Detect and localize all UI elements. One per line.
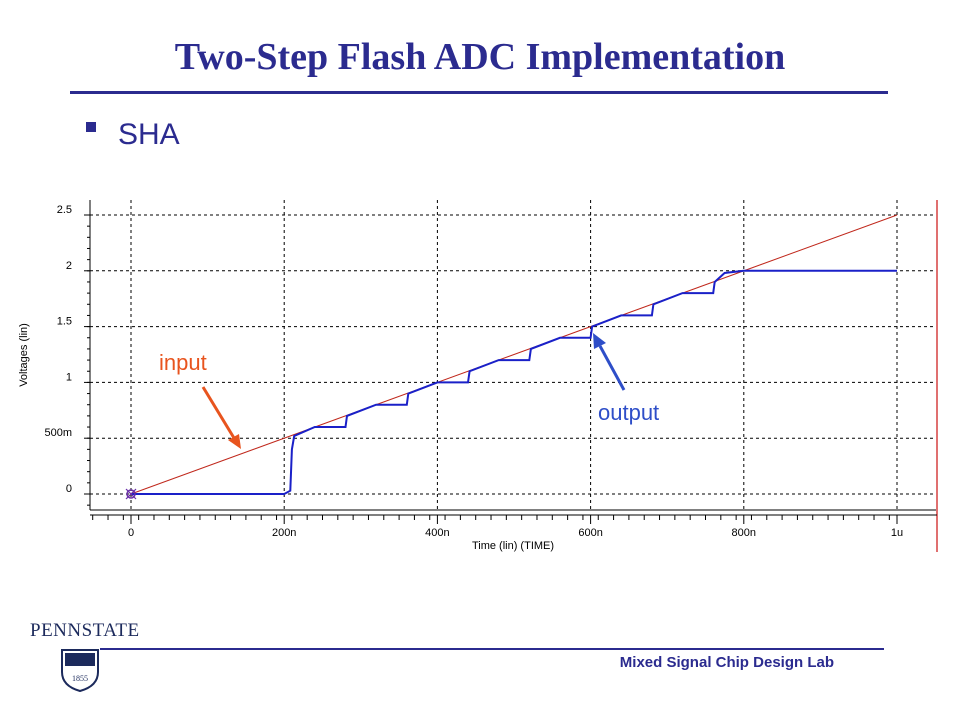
y-tick-label: 500m: [44, 427, 72, 439]
start-marker-cross: [125, 488, 137, 500]
footer-lab-name: Mixed Signal Chip Design Lab: [619, 654, 834, 671]
bullet-square-icon: [86, 122, 96, 132]
x-tick-label: 800n: [732, 527, 756, 539]
pennstate-logo-wordmark: PENNSTATE: [30, 620, 140, 641]
input-arrow-line: [201, 386, 236, 439]
input-arrow-head: [228, 434, 241, 449]
x-tick-label: 400n: [425, 527, 449, 539]
series-layer: [125, 214, 898, 500]
output-arrow-line: [598, 345, 626, 391]
x-axis-label: Time (lin) (TIME): [472, 540, 554, 552]
footer-divider: [100, 648, 884, 650]
x-tick-label: 600n: [578, 527, 602, 539]
bullet-text: SHA: [118, 118, 180, 151]
x-tick-label: 0: [128, 527, 134, 539]
output-arrow-head: [593, 333, 606, 349]
y-tick-label: 0: [66, 483, 72, 495]
annotation-arrows: [201, 333, 626, 449]
slide-title: Two-Step Flash ADC Implementation: [174, 36, 786, 78]
series-line-input: [130, 214, 898, 495]
pennstate-logo-text: PENNSTATE: [30, 620, 140, 642]
title-underline: [70, 91, 888, 94]
series-line-output: [131, 269, 897, 495]
y-tick-label: 2: [66, 260, 72, 272]
x-tick-label: 1u: [891, 527, 903, 539]
logo-year: 1855: [72, 674, 88, 683]
y-axis-label: Voltages (lin): [18, 323, 30, 387]
annotation-output: output: [598, 400, 660, 425]
axes-layer: 0 500m 1 1.5 2 2.5 0 200n 400n 600n 800n 1u Time (li…: [18, 200, 938, 552]
y-tick-label: 2.5: [57, 204, 72, 216]
start-marker: [126, 489, 136, 499]
x-tick-label: 200n: [272, 527, 296, 539]
y-tick-label: 1: [66, 371, 72, 383]
pennstate-shield-icon: 1855: [61, 649, 99, 692]
y-tick-label: 1.5: [57, 316, 72, 328]
annotation-input: input: [159, 350, 207, 375]
